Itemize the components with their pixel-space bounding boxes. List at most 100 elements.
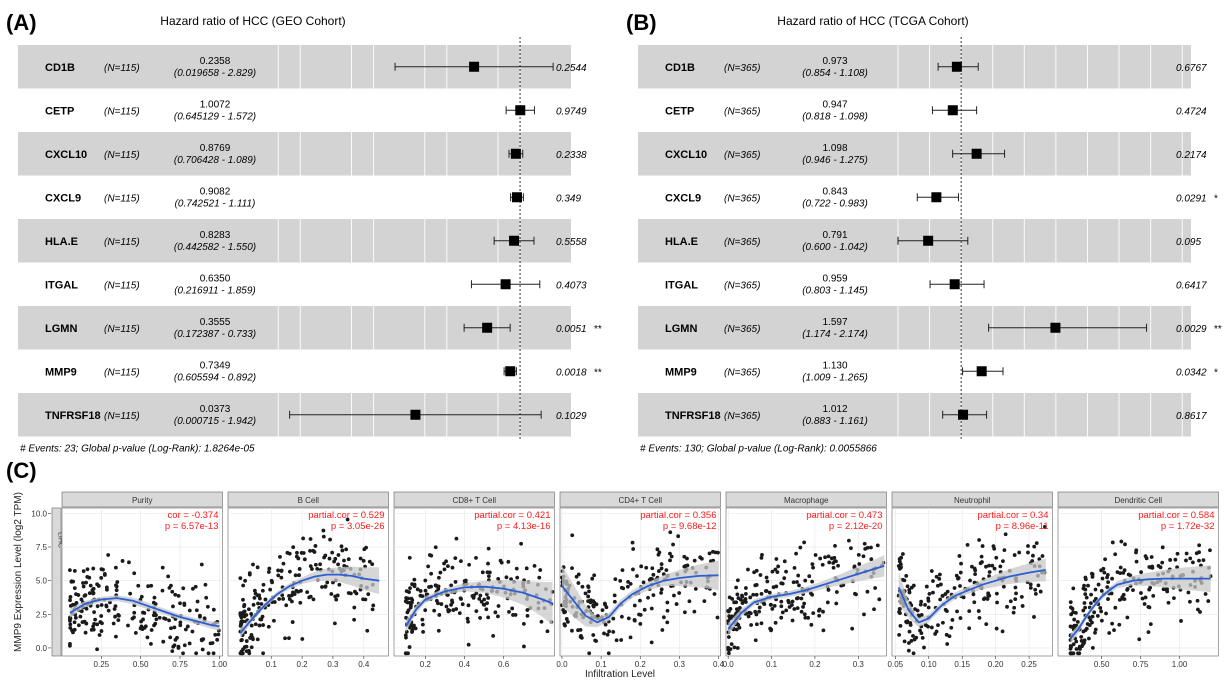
scatter-point <box>327 556 332 561</box>
scatter-point <box>481 602 486 607</box>
scatter-point <box>945 609 949 613</box>
scatter-point <box>780 610 785 615</box>
scatter-point <box>907 590 912 595</box>
scatter-point <box>789 603 794 607</box>
scatter-point <box>1110 576 1114 581</box>
scatter-point <box>692 609 697 614</box>
scatter-point <box>914 635 919 640</box>
scatter-point <box>562 610 567 615</box>
scatter-point <box>758 573 763 577</box>
forest-row-bg <box>638 349 1191 393</box>
scatter-point <box>908 623 913 627</box>
forest-gene-label: CXCL9 <box>45 192 81 204</box>
scatter-point <box>759 621 764 626</box>
forest-n-label: (N=115) <box>104 106 140 117</box>
scatter-point <box>1195 598 1200 603</box>
scatter-point <box>668 530 673 535</box>
forest-hr-square <box>947 105 958 116</box>
forest-row-bg <box>638 175 1191 219</box>
scatter-point <box>459 559 463 564</box>
scatter-panel-title: Dendritic Cell <box>1114 496 1162 505</box>
scatter-point <box>655 547 660 552</box>
scatter-point <box>587 589 591 594</box>
scatter-point <box>423 578 428 583</box>
scatter-point <box>1078 647 1082 651</box>
scatter-point <box>247 607 251 612</box>
forest-p-value: 0.2174 <box>1176 150 1207 161</box>
scatter-point <box>418 593 423 598</box>
scatter-point <box>295 550 299 555</box>
scatter-point <box>676 534 681 539</box>
scatter-point <box>342 558 346 563</box>
forest-gene-label: LGMN <box>45 323 77 335</box>
forest-p-value: 0.0291 <box>1176 193 1207 204</box>
scatter-point <box>1038 589 1043 594</box>
scatter-panel-strip <box>725 491 887 508</box>
scatter-point <box>81 569 86 574</box>
forest-gene-label: CXCL9 <box>665 192 701 204</box>
scatter-point <box>211 651 216 656</box>
scatter-point <box>968 578 972 583</box>
scatter-point <box>90 588 95 593</box>
forest-hr-value: 0.791 <box>822 230 847 241</box>
scatter-point <box>241 583 246 588</box>
scatter-point <box>112 607 117 611</box>
scatter-point <box>1074 647 1079 651</box>
scatter-point <box>272 618 276 623</box>
scatter-xtick-label: 0.75 <box>172 660 188 669</box>
scatter-panel-title: Neutrophil <box>954 496 991 505</box>
scatter-point <box>241 597 245 602</box>
scatter-point <box>260 588 265 593</box>
scatter-stat-p: p = 8.96e-11 <box>996 521 1049 532</box>
scatter-point <box>1137 637 1142 642</box>
scatter-point <box>1095 614 1100 618</box>
forest-title: Hazard ratio of HCC (GEO Cohort) <box>160 14 345 28</box>
scatter-point <box>977 615 982 620</box>
scatter-point <box>433 583 438 588</box>
scatter-point <box>313 562 318 567</box>
forest-ci-value: (0.645129 - 1.572) <box>174 111 256 122</box>
scatter-point <box>433 545 438 550</box>
scatter-point <box>111 621 116 626</box>
forest-n-label: (N=365) <box>724 237 760 248</box>
scatter-point <box>802 540 807 545</box>
scatter-point <box>96 584 101 588</box>
scatter-point <box>1203 592 1208 596</box>
scatter-point <box>169 626 173 631</box>
scatter-point <box>1083 577 1088 582</box>
scatter-point <box>513 613 518 617</box>
scatter-point <box>436 584 441 589</box>
scatter-point <box>1013 597 1018 602</box>
scatter-point <box>296 589 301 594</box>
scatter-point <box>829 556 834 561</box>
scatter-point <box>647 577 652 582</box>
scatter-point <box>1077 651 1082 656</box>
scatter-point <box>1134 550 1138 555</box>
scatter-point <box>318 562 323 567</box>
scatter-point <box>1090 575 1095 579</box>
scatter-point <box>1117 622 1122 627</box>
scatter-point <box>592 573 597 578</box>
scatter-point <box>403 651 408 656</box>
scatter-point <box>600 608 605 613</box>
scatter-point <box>732 645 737 650</box>
scatter-smooth-line <box>897 569 1046 624</box>
scatter-point <box>1148 585 1153 590</box>
scatter-point <box>352 617 357 622</box>
scatter-point <box>76 623 81 628</box>
scatter-point <box>1069 605 1073 610</box>
scatter-point <box>564 617 569 621</box>
scatter-point <box>1033 587 1038 592</box>
scatter-point <box>1198 610 1202 614</box>
scatter-point <box>168 635 173 640</box>
scatter-point <box>665 608 670 613</box>
forest-hr-value: 0.843 <box>822 186 847 197</box>
scatter-point <box>794 596 799 601</box>
scatter-point <box>283 636 287 641</box>
scatter-point <box>1118 571 1123 576</box>
scatter-point <box>922 645 926 650</box>
scatter-point <box>904 574 909 578</box>
forest-p-value: 0.4073 <box>556 280 587 291</box>
